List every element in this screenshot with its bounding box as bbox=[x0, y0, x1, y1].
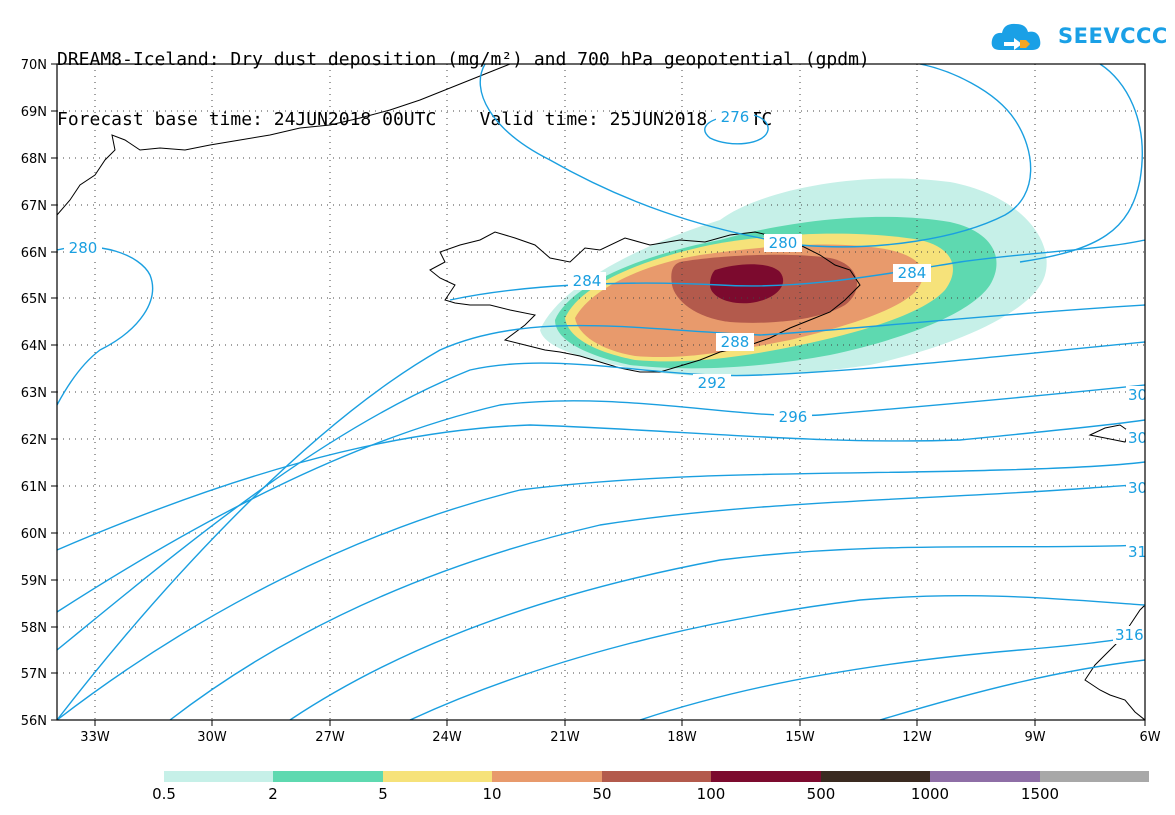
colorbar-label: 2 bbox=[268, 785, 278, 803]
latitude-labels: 70N 69N 68N 67N 66N 65N 64N 63N 62N 61N … bbox=[21, 58, 47, 729]
lat-tick-label: 63N bbox=[21, 386, 47, 401]
contour-label: 288 bbox=[721, 333, 750, 351]
lat-tick-label: 57N bbox=[21, 667, 47, 682]
lat-tick-label: 70N bbox=[21, 58, 47, 73]
colorbar-label: 5 bbox=[378, 785, 388, 803]
lat-tick-label: 58N bbox=[21, 621, 47, 636]
colorbar-bin bbox=[711, 771, 821, 782]
contour-label: 304 bbox=[1128, 429, 1157, 447]
contour-320 bbox=[639, 634, 1145, 720]
lon-tick-label: 9W bbox=[1024, 730, 1045, 745]
contour-label: 284 bbox=[898, 264, 927, 282]
lat-tick-label: 59N bbox=[21, 574, 47, 589]
lon-tick-label: 24W bbox=[432, 730, 462, 745]
contour-label: 312 bbox=[1128, 543, 1157, 561]
colorbar-bin bbox=[930, 771, 1040, 782]
greenland-coast bbox=[57, 64, 511, 216]
lat-tick-label: 61N bbox=[21, 480, 47, 495]
colorbar-label: 1000 bbox=[910, 785, 950, 803]
lon-tick-label: 12W bbox=[902, 730, 932, 745]
lon-tick-label: 33W bbox=[80, 730, 110, 745]
lat-tick-label: 60N bbox=[21, 527, 47, 542]
contour-label: 284 bbox=[573, 272, 602, 290]
contour-label: 300 bbox=[1128, 386, 1157, 404]
contour-280-east bbox=[1019, 64, 1143, 263]
colorbar-bin bbox=[821, 771, 930, 782]
contour-300 bbox=[57, 419, 1145, 551]
lat-tick-label: 62N bbox=[21, 433, 47, 448]
colorbar-bin bbox=[164, 771, 273, 782]
colorbar-label: 100 bbox=[696, 785, 726, 803]
lat-tick-label: 69N bbox=[21, 105, 47, 120]
contour-labels: 276 280 280 284 284 288 292 296 300 304 … bbox=[64, 108, 1157, 644]
lon-tick-label: 15W bbox=[785, 730, 815, 745]
colorbar-bin bbox=[602, 771, 711, 782]
contour-label: 276 bbox=[721, 108, 750, 126]
colorbar-label: 0.5 bbox=[152, 785, 176, 803]
colorbar-label: 1500 bbox=[1020, 785, 1060, 803]
contour-280-north bbox=[479, 64, 1032, 248]
colorbar-bin bbox=[492, 771, 602, 782]
lon-tick-label: 27W bbox=[315, 730, 345, 745]
contour-296 bbox=[57, 384, 1145, 613]
contour-280-west bbox=[57, 246, 154, 406]
lat-tick-label: 64N bbox=[21, 339, 47, 354]
contour-316 bbox=[409, 595, 1145, 720]
contour-label: 280 bbox=[769, 234, 798, 252]
scotland-coast bbox=[1084, 604, 1145, 720]
lon-tick-label: 18W bbox=[667, 730, 697, 745]
dust-deposition-field bbox=[540, 178, 1047, 377]
lat-tick-label: 67N bbox=[21, 199, 47, 214]
lon-tick-label: 6W bbox=[1139, 730, 1160, 745]
contour-284 bbox=[449, 239, 1145, 301]
lat-tick-label: 65N bbox=[21, 292, 47, 307]
contour-label: 280 bbox=[69, 239, 98, 257]
tick-marks bbox=[51, 63, 1146, 726]
coastlines bbox=[57, 64, 1145, 720]
lon-tick-label: 30W bbox=[197, 730, 227, 745]
contour-308 bbox=[169, 483, 1145, 720]
contour-label: 316 bbox=[1115, 626, 1144, 644]
colorbar-bin bbox=[1040, 771, 1149, 782]
geopotential-contours bbox=[57, 64, 1145, 720]
colorbar-label: 50 bbox=[592, 785, 612, 803]
cloud-logo-icon bbox=[991, 23, 1041, 50]
contour-324 bbox=[879, 659, 1145, 720]
colorbar-bin bbox=[383, 771, 492, 782]
colorbar-bin bbox=[273, 771, 383, 782]
longitude-labels: 33W 30W 27W 24W 21W 18W 15W 12W 9W 6W bbox=[80, 730, 1160, 745]
iceland-coast bbox=[429, 231, 861, 373]
lat-tick-label: 56N bbox=[21, 714, 47, 729]
grid-lines bbox=[57, 64, 1145, 720]
lat-tick-label: 68N bbox=[21, 152, 47, 167]
dust-level-100 bbox=[710, 264, 784, 304]
colorbar-label: 10 bbox=[482, 785, 502, 803]
contour-292 bbox=[57, 341, 1145, 651]
contour-label: 296 bbox=[779, 408, 808, 426]
colorbar-label: 500 bbox=[806, 785, 836, 803]
contour-312 bbox=[289, 544, 1145, 720]
contour-label: 292 bbox=[698, 374, 727, 392]
lon-tick-label: 21W bbox=[550, 730, 580, 745]
map-plot-area: 276 280 280 284 284 288 292 296 300 304 … bbox=[57, 64, 1157, 720]
lat-tick-label: 66N bbox=[21, 246, 47, 261]
contour-304 bbox=[57, 461, 1145, 720]
contour-label: 308 bbox=[1128, 479, 1157, 497]
contour-288 bbox=[57, 304, 1145, 720]
brand-logo-text: SEEVCCC bbox=[1058, 24, 1168, 48]
